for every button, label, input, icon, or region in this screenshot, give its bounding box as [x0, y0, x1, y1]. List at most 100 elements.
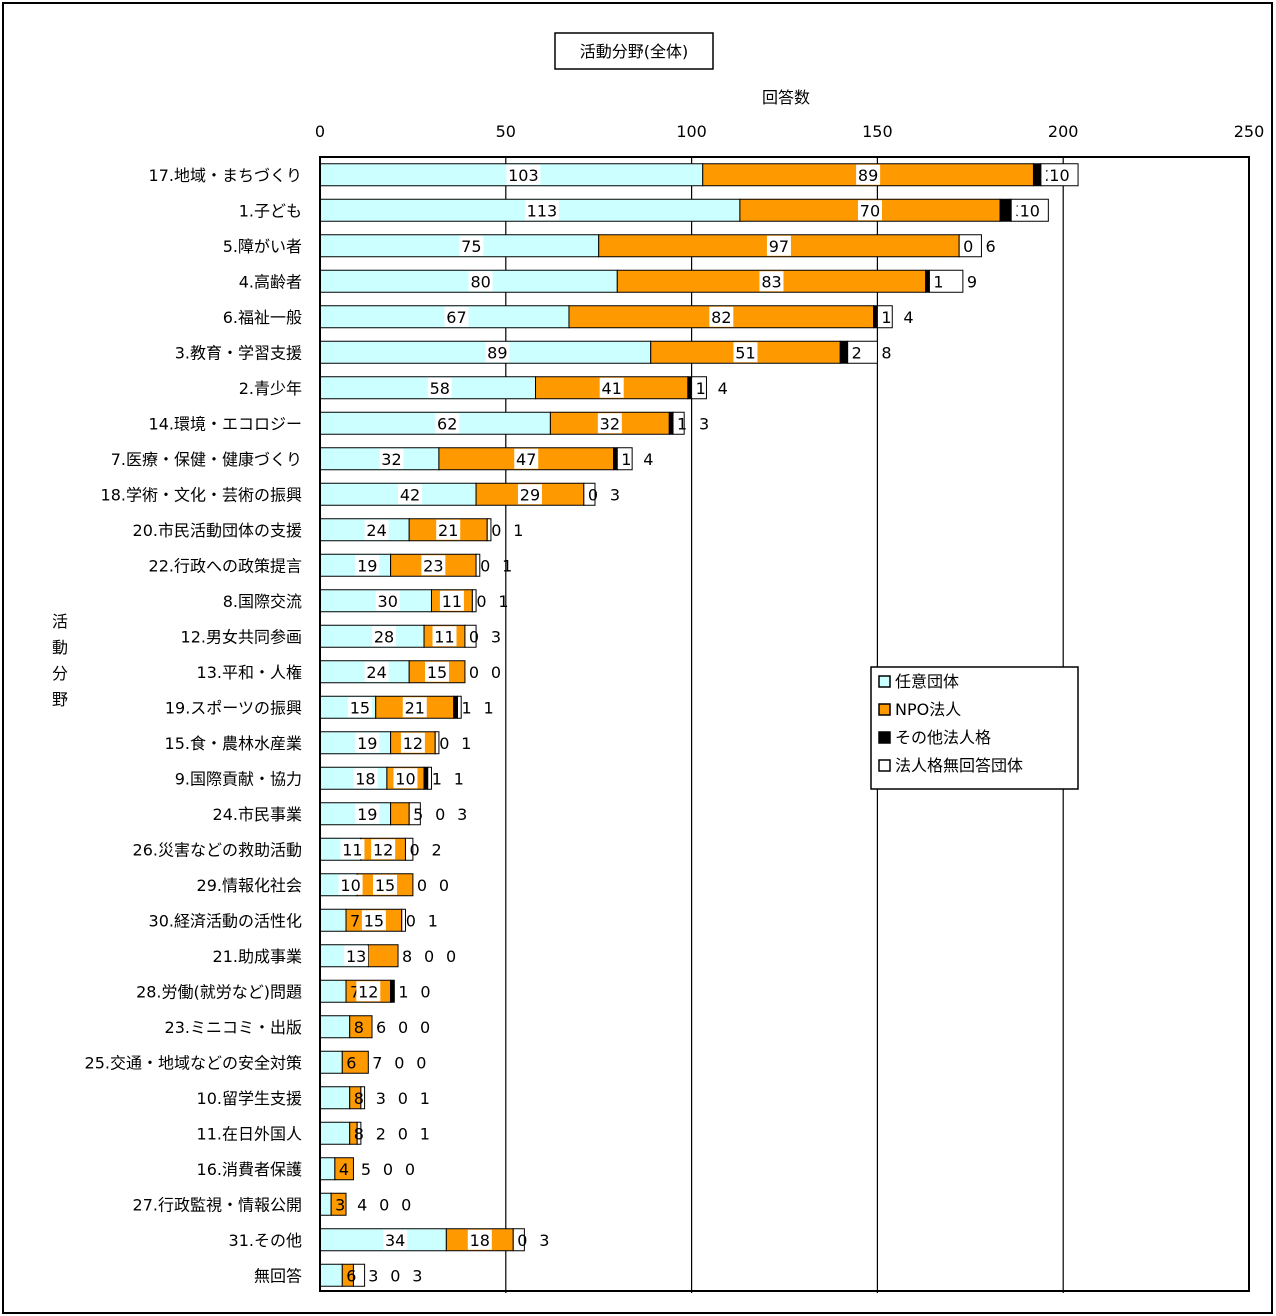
value-label-bg — [485, 342, 510, 363]
legend-box — [870, 666, 1079, 790]
value-label-bg — [353, 768, 378, 789]
bar-segment — [423, 766, 429, 790]
x-axis-title: 回答数 — [762, 88, 810, 107]
value-label: 6 — [376, 1018, 386, 1037]
value-label: 80 — [470, 272, 490, 291]
bar-segment — [958, 234, 982, 258]
legend-label: 法人格無回答団体 — [895, 756, 1023, 775]
value-label: 1 — [461, 734, 471, 753]
value-label-bg — [459, 235, 484, 256]
category-label: 25.交通・地域などの安全対策 — [85, 1053, 302, 1072]
plot-area — [319, 156, 1250, 1292]
legend-swatch — [878, 759, 891, 772]
value-label: 2 — [376, 1124, 386, 1143]
value-label: 11 — [342, 840, 362, 859]
value-label: 1 — [420, 1124, 430, 1143]
legend-label: NPO法人 — [895, 700, 961, 719]
value-label: 10 — [340, 876, 360, 895]
value-label: 1 — [454, 769, 464, 788]
value-label: 24 — [366, 663, 386, 682]
value-label: 11 — [442, 592, 462, 611]
value-label-bg — [379, 448, 404, 469]
value-label: 6 — [346, 1266, 356, 1285]
value-label: 0 — [480, 556, 490, 575]
value-label: 1 — [933, 272, 943, 291]
value-label: 18 — [470, 1231, 490, 1250]
category-label: 22.行政への政策提言 — [149, 556, 302, 575]
value-label: 3 — [610, 485, 620, 504]
value-label: 83 — [761, 272, 781, 291]
category-label: 27.行政監視・情報公開 — [133, 1195, 302, 1214]
x-tick-label: 250 — [1234, 122, 1265, 141]
value-label: 0 — [390, 1266, 400, 1285]
legend-label: その他法人格 — [895, 728, 991, 747]
value-label: 7 — [350, 911, 360, 930]
value-label: 0 — [383, 1160, 393, 1179]
bar-segment — [687, 376, 693, 400]
value-label-bg — [344, 945, 369, 966]
value-label-bg — [361, 910, 386, 931]
x-tick-label: 50 — [496, 122, 516, 141]
value-label: 6 — [985, 237, 995, 256]
bar-segment — [319, 1121, 351, 1145]
bar-segment — [360, 1086, 366, 1110]
value-label: 29 — [520, 485, 540, 504]
value-label-bg — [468, 271, 493, 292]
value-label: 3 — [368, 1266, 378, 1285]
category-label: 24.市民事業 — [213, 805, 302, 824]
value-label-bg — [338, 874, 363, 895]
value-label-bg — [398, 484, 423, 505]
value-label: 1 — [432, 769, 442, 788]
bar-segment — [319, 1192, 332, 1216]
category-label: 13.平和・人権 — [197, 663, 302, 682]
bar-segment — [1032, 163, 1042, 187]
bar-segment — [356, 1121, 362, 1145]
value-label: 12 — [403, 734, 423, 753]
value-label-bg — [402, 697, 427, 718]
value-label: 3 — [376, 1089, 386, 1108]
bar-segment — [319, 1050, 343, 1074]
value-label: 0 — [401, 1195, 411, 1214]
value-label: 4 — [357, 1195, 367, 1214]
x-tick-label: 150 — [862, 122, 893, 141]
value-label: 0 — [398, 1124, 408, 1143]
value-label: 113 — [527, 201, 558, 220]
value-label: 82 — [711, 308, 731, 327]
value-label-bg — [371, 839, 396, 860]
value-label: 8 — [354, 1018, 364, 1037]
value-label: 42 — [400, 485, 420, 504]
value-label: 7 — [350, 982, 360, 1001]
bar-segment — [319, 411, 551, 435]
category-label: 3.教育・学習支援 — [175, 343, 302, 362]
category-label: 29.情報化社会 — [197, 876, 302, 895]
category-label: 5.障がい者 — [223, 237, 302, 256]
bar-segment — [401, 908, 406, 932]
category-label: 1.子ども — [239, 201, 302, 220]
bar-segment — [839, 340, 849, 364]
bar-segment — [925, 269, 930, 293]
bar-segment — [876, 305, 893, 329]
value-label: 3 — [335, 1195, 345, 1214]
value-label-bg — [432, 626, 457, 647]
value-label: 2 — [852, 343, 862, 362]
value-label: 5 — [413, 805, 423, 824]
value-label-bg — [340, 839, 365, 860]
bar-segment — [319, 1086, 351, 1110]
bar-segment — [691, 376, 707, 400]
category-label: 30.経済活動の活性化 — [149, 911, 302, 930]
category-label: 4.高齢者 — [239, 272, 302, 291]
value-label-bg — [375, 590, 400, 611]
category-label: 20.市民活動団体の支援 — [133, 521, 302, 540]
bar-segment — [349, 1015, 373, 1039]
title-box: 活動分野(全体) — [554, 32, 714, 70]
value-label: 3 — [539, 1231, 549, 1250]
value-label: 89 — [858, 166, 878, 185]
value-label: 1 — [428, 911, 438, 930]
value-label-bg — [856, 164, 881, 185]
title-border — [554, 32, 714, 70]
value-label: 3 — [491, 627, 501, 646]
value-label: 62 — [437, 414, 457, 433]
category-label: 無回答 — [254, 1266, 302, 1285]
category-label: 2.青少年 — [239, 379, 302, 398]
